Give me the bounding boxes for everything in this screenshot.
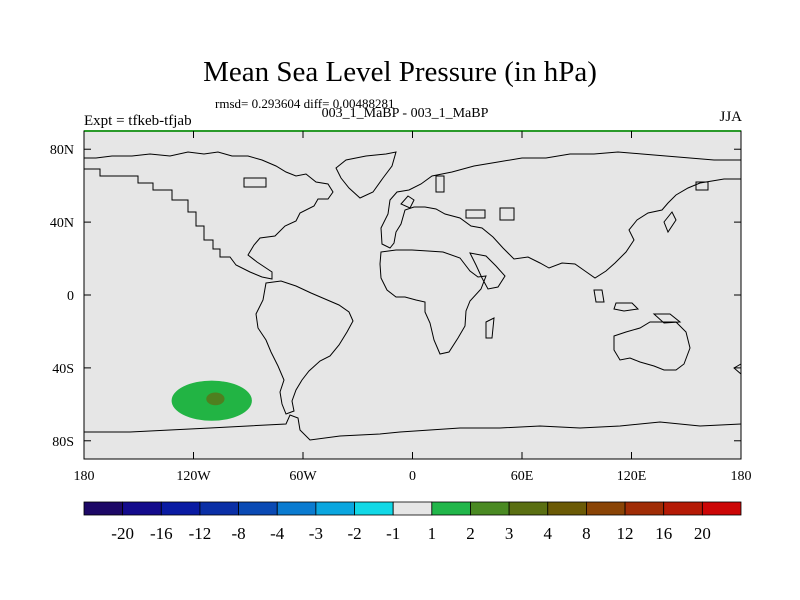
colorbar-swatch xyxy=(663,501,703,516)
colorbar-swatch xyxy=(160,501,201,516)
coastline-segment-19 xyxy=(84,414,742,441)
colorbar-swatch xyxy=(276,501,317,516)
colorbar-label: -16 xyxy=(150,524,173,543)
coastline-segment-15 xyxy=(435,175,445,193)
coastline-segment-1 xyxy=(335,151,397,199)
colorbar-swatch xyxy=(199,501,239,516)
colorbar-label: 16 xyxy=(655,524,672,543)
coastline-segment-5 xyxy=(485,317,495,339)
x-tick-label: 0 xyxy=(409,469,416,484)
colorbar-label: -4 xyxy=(270,524,285,543)
x-tick-label: 60E xyxy=(511,469,534,484)
y-tick-label: 80N xyxy=(50,143,74,158)
colorbar-label: -8 xyxy=(232,524,246,543)
coastline-segment-6 xyxy=(469,252,506,290)
coastlines xyxy=(84,151,742,441)
colorbar-label: -1 xyxy=(386,524,400,543)
x-tick-label: 180 xyxy=(731,469,752,484)
x-tick-label: 120E xyxy=(617,469,647,484)
coastline-segment-7 xyxy=(593,289,605,303)
y-tick-label: 40S xyxy=(52,362,74,377)
colorbar-swatch xyxy=(586,501,626,516)
colorbar-label: 1 xyxy=(428,524,437,543)
colorbar-label: 12 xyxy=(617,524,634,543)
coastline-segment-16 xyxy=(465,209,486,219)
colorbar-swatch xyxy=(547,501,587,516)
colorbar-swatch xyxy=(508,501,549,516)
colorbar-swatch xyxy=(624,501,665,516)
anomaly-contour-1 xyxy=(206,392,225,406)
coastline-segment-2 xyxy=(255,280,354,415)
colorbar-label: -12 xyxy=(189,524,212,543)
x-tick-label: 60W xyxy=(289,469,317,484)
colorbar-label: 20 xyxy=(694,524,711,543)
experiment-label: Expt = tfkeb-tfjab xyxy=(84,113,192,129)
colorbar-swatch xyxy=(470,501,510,516)
y-tick-label: 0 xyxy=(67,289,74,304)
colorbar: -20 -16 -12 -8 -4 -3 -2 -1 1 2 3 4 8 12 16 20 xyxy=(83,501,742,543)
colorbar-label: -20 xyxy=(111,524,134,543)
coastline-segment-8 xyxy=(613,302,640,312)
coastline-segment-13 xyxy=(400,195,415,209)
coastline-segment-17 xyxy=(499,207,515,221)
colorbar-label: -2 xyxy=(347,524,361,543)
colorbar-label: -3 xyxy=(309,524,323,543)
x-tick-label: 180 xyxy=(74,469,95,484)
colorbar-swatch xyxy=(83,501,124,516)
colorbar-label: 4 xyxy=(544,524,553,543)
coastline-segment-18 xyxy=(695,181,709,191)
coastline-segment-10 xyxy=(663,211,677,234)
colorbar-swatch xyxy=(431,501,471,516)
rmsd-diff-text: rmsd= 0.293604 diff= 0.00488281 xyxy=(215,96,395,111)
chart-title: Mean Sea Level Pressure (in hPa) xyxy=(203,56,597,88)
coastline-segment-9 xyxy=(652,313,682,324)
colorbar-swatch xyxy=(238,501,278,516)
x-tick-label: 120W xyxy=(176,469,211,484)
coastline-segment-0 xyxy=(84,151,334,280)
colorbar-swatch xyxy=(122,501,162,516)
coastline-segment-3 xyxy=(380,151,741,279)
axes: 180 120W 60W 0 60E 120E 180 80N 40N 0 40S 80S xyxy=(50,131,752,484)
colorbar-label: 8 xyxy=(582,524,591,543)
colorbar-swatch xyxy=(701,501,742,516)
y-tick-label: 80S xyxy=(52,435,74,450)
y-tick-label: 40N xyxy=(50,216,74,231)
map-area xyxy=(84,131,741,459)
colorbar-swatch xyxy=(315,501,355,516)
experiment-names: 003_1_MaBP - 003_1_MaBP xyxy=(321,106,489,121)
coastline-segment-4 xyxy=(379,249,487,355)
season-label: JJA xyxy=(719,109,742,125)
colorbar-swatch xyxy=(354,501,394,516)
colorbar-swatch xyxy=(392,501,433,516)
colorbar-label: 2 xyxy=(466,524,475,543)
coastline-segment-11 xyxy=(613,321,691,371)
colorbar-label: 3 xyxy=(505,524,514,543)
coastline-segment-14 xyxy=(243,177,267,188)
